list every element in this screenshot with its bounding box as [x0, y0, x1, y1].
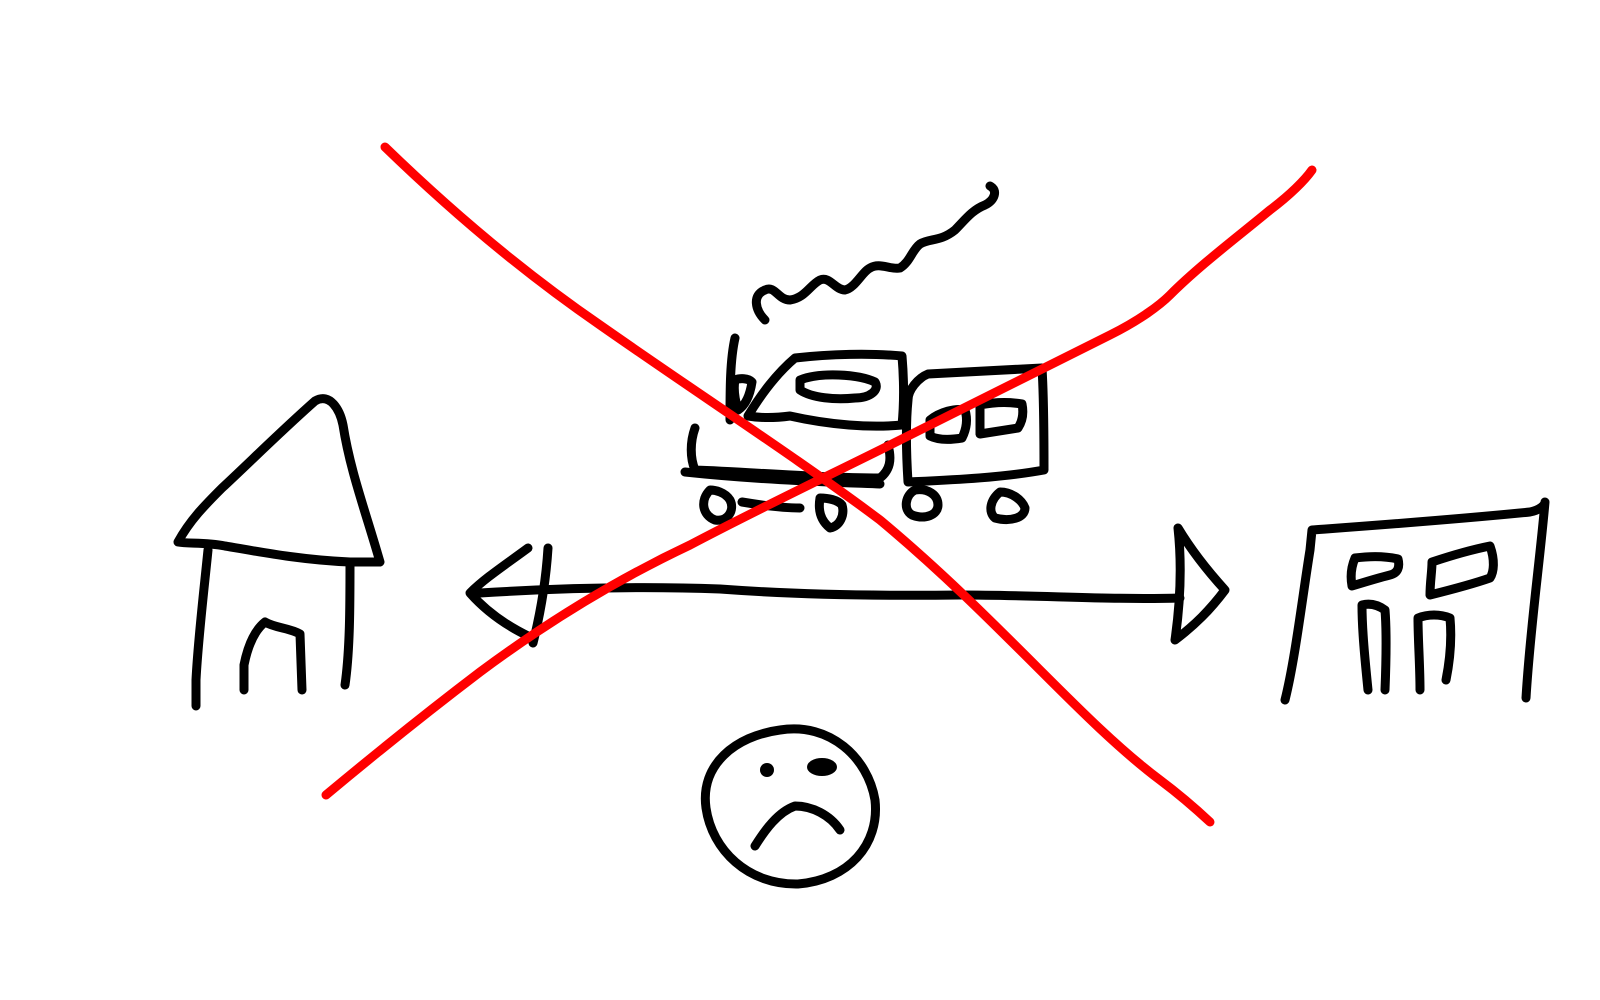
face-right-eye — [807, 758, 837, 776]
face-left-eye — [760, 763, 774, 777]
cross-stroke-1 — [380, 142, 1215, 827]
arrow-shaft — [475, 583, 1185, 603]
train-icon — [680, 181, 1049, 533]
sad-face-icon — [700, 724, 880, 889]
train-base — [680, 467, 885, 489]
building-left-window — [1346, 552, 1404, 591]
office-building-icon — [1280, 497, 1550, 705]
train-car — [902, 363, 1049, 487]
cross-stroke-2 — [321, 165, 1317, 800]
building-right-window — [1425, 541, 1498, 600]
train-smoke — [751, 181, 1000, 325]
face-outline — [700, 724, 880, 889]
train-boiler — [686, 423, 895, 483]
house-left-wall — [191, 545, 213, 711]
building-door-right — [1413, 610, 1456, 695]
face-frown — [750, 801, 845, 851]
arrow-right-head — [1170, 523, 1230, 645]
train-wheel-5 — [986, 487, 1030, 525]
train-cab-front — [743, 349, 908, 431]
house-right-wall — [340, 557, 355, 690]
bidirectional-arrow-icon — [465, 523, 1230, 648]
house-roof — [173, 394, 385, 567]
train-small-window — [729, 374, 757, 415]
train-car-window-2 — [975, 398, 1028, 439]
building-door-left — [1357, 599, 1391, 695]
train-wheel-3 — [814, 493, 848, 533]
arrow-left-head — [465, 543, 535, 642]
train-wheel-4 — [901, 485, 943, 522]
building-outline — [1280, 497, 1550, 705]
house-door — [239, 617, 307, 695]
house-icon — [173, 394, 385, 711]
train-wheel-1 — [699, 485, 737, 525]
red-cross-out-icon — [321, 142, 1317, 827]
train-oval-window — [795, 370, 881, 404]
